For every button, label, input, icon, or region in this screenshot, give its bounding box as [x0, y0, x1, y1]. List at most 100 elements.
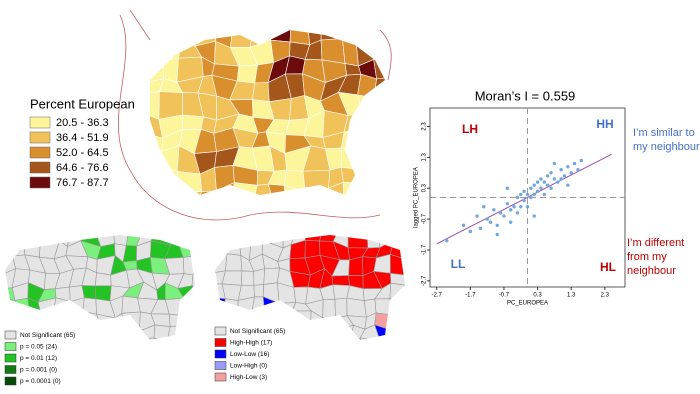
point [552, 161, 557, 166]
region [177, 325, 195, 340]
region [389, 253, 405, 276]
region [150, 147, 163, 169]
region [108, 353, 128, 372]
point [532, 214, 536, 218]
point [576, 168, 580, 172]
legend-label: 20.5 - 36.3 [56, 117, 109, 129]
legend-label: Not Significant (65) [20, 332, 75, 339]
region [191, 285, 195, 304]
region [328, 181, 345, 195]
legend-label: Low-High (0) [230, 363, 267, 370]
region [65, 311, 88, 332]
legend-label: p = 0.01 (12) [20, 355, 57, 362]
region [215, 296, 226, 317]
region [230, 182, 258, 195]
legend-swatch [4, 342, 17, 351]
region [163, 201, 176, 226]
region [379, 200, 402, 225]
point [559, 177, 563, 181]
region [320, 357, 339, 372]
region [418, 256, 430, 271]
region [65, 337, 89, 340]
point [549, 171, 553, 175]
region [169, 235, 185, 246]
region [339, 203, 359, 226]
legend-label: 52.0 - 64.5 [56, 147, 109, 159]
point [542, 180, 547, 184]
quadrant-label: LL [451, 257, 466, 271]
region [151, 358, 166, 368]
region [304, 239, 321, 259]
point [552, 177, 557, 181]
region [5, 235, 19, 249]
legend-swatch [214, 326, 227, 336]
region [40, 310, 60, 333]
region [389, 282, 405, 301]
point [482, 205, 486, 209]
region [211, 302, 225, 317]
region [379, 337, 393, 340]
y-tick-label: 0.3 [422, 183, 428, 192]
legend-label: p = 0.0001 (0) [20, 378, 61, 385]
region [197, 241, 208, 258]
region [87, 353, 101, 367]
point [519, 205, 523, 209]
legend-label: Not Significant (65) [230, 328, 285, 335]
region [407, 327, 423, 346]
region [221, 298, 239, 316]
region [360, 167, 380, 186]
point [522, 198, 526, 203]
region [84, 338, 101, 340]
legend-swatch [29, 131, 51, 144]
region [252, 82, 270, 102]
region [112, 235, 129, 246]
point [542, 192, 547, 197]
region [362, 356, 381, 370]
point [522, 189, 526, 194]
region [182, 114, 204, 130]
region [127, 338, 143, 340]
region [392, 60, 412, 77]
region [81, 285, 97, 300]
region [284, 200, 310, 222]
point [495, 232, 499, 237]
region [114, 325, 130, 340]
region [225, 253, 243, 272]
region [23, 235, 43, 247]
region [291, 355, 310, 372]
region [261, 313, 282, 330]
region [361, 150, 377, 171]
region [398, 41, 414, 66]
region [184, 353, 200, 373]
note: I’m different [627, 237, 684, 249]
legends: 20.5 - 36.3 36.4 - 51.9 52.0 - 64.5 64.6 - … [4, 116, 285, 386]
region [388, 235, 405, 248]
legend-swatch [29, 176, 51, 189]
region [322, 298, 336, 319]
region [390, 272, 405, 287]
region [150, 30, 163, 49]
region [192, 343, 212, 358]
region [322, 317, 338, 330]
region [307, 323, 325, 340]
region [304, 187, 330, 195]
note: neighbour [627, 265, 676, 277]
region [401, 129, 414, 155]
region [363, 129, 378, 153]
point [485, 217, 489, 221]
region [98, 339, 117, 340]
point [525, 192, 530, 197]
region [397, 114, 419, 133]
region [94, 285, 112, 302]
point [579, 158, 583, 163]
region [199, 353, 212, 374]
point [505, 186, 510, 190]
legend-label: 76.7 - 87.7 [56, 177, 109, 189]
region [278, 340, 294, 355]
region [215, 253, 228, 274]
region [340, 166, 362, 184]
region [348, 337, 367, 340]
point [525, 205, 530, 209]
region [200, 300, 214, 317]
region [153, 337, 167, 340]
